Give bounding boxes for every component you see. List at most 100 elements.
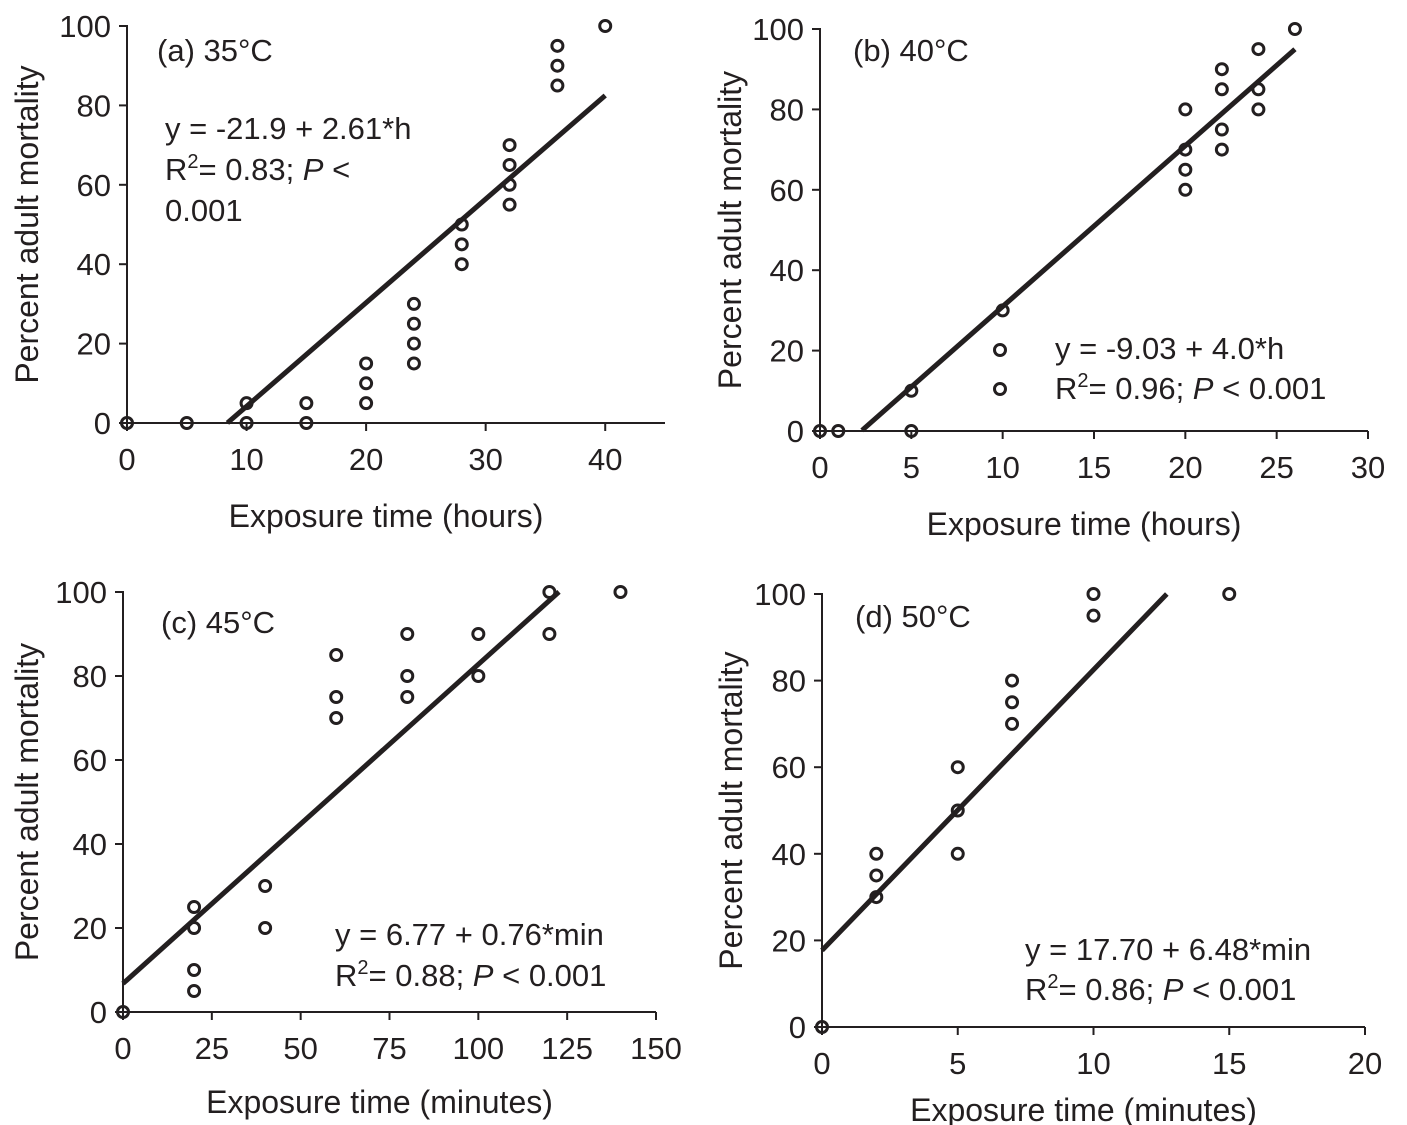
x-tick-label: 150 [630,1031,682,1066]
y-tick-label: 80 [73,659,107,694]
regression-stats: R2= 0.88; P < 0.001 [335,957,606,993]
regression-line [820,592,1169,953]
data-point [116,1005,130,1019]
y-tick-label: 20 [772,923,806,958]
data-point [1251,82,1266,97]
y-tick-label: 100 [752,12,804,47]
y-tick-label: 0 [787,414,804,449]
x-tick-label: 10 [985,450,1019,485]
regression-pvalue: 0.001 [165,193,243,228]
y-tick-label: 20 [73,911,107,946]
data-point [329,648,344,662]
x-tick-label: 0 [114,1031,131,1066]
y-tick-label: 0 [789,1010,806,1045]
data-point [550,58,565,73]
data-point [406,296,421,311]
x-axis-label: Exposure time (minutes) [206,1084,553,1120]
data-point [950,846,965,861]
panel-c: 0 20 40 60 80 100 0 25 50 75 100 125 150 Exposure tim… [9,575,682,1120]
panel-title: (c) 45°C [161,605,275,640]
panel-title: (d) 50°C [855,599,971,634]
data-point [406,356,421,371]
x-tick-label: 100 [452,1031,504,1066]
data-point [542,585,557,599]
panel-a: 0 20 40 60 80 100 0 10 20 30 40 Exposure time (hour… [9,9,1007,534]
data-point [1214,82,1229,97]
x-tick-label: 5 [903,450,920,485]
data-point [1086,608,1101,623]
data-point [1214,62,1229,77]
y-tick-label: 40 [77,247,111,282]
data-point [471,669,486,683]
data-point [1214,142,1229,157]
data-point [1005,673,1020,688]
regression-equation: y = -21.9 + 2.61*h [165,111,411,146]
data-point [831,424,846,438]
data-point [904,424,919,438]
data-point [406,336,421,351]
regression-stats: R2= 0.83; P < [165,151,350,187]
panel-b: 0 20 40 60 80 100 0 5 10 15 20 25 30 Exposure time (h… [712,12,1385,542]
data-point [869,846,884,861]
y-tick-label: 0 [94,406,111,441]
y-tick-label: 100 [754,577,806,612]
x-tick-label: 10 [229,442,263,477]
data-point [950,760,965,775]
x-tick-label: 20 [1348,1046,1382,1081]
x-axis-label: Exposure time (minutes) [910,1092,1257,1125]
data-point [869,890,884,905]
y-tick-label: 40 [772,837,806,872]
data-point [258,879,273,893]
regression-stats: R2= 0.96; P < 0.001 [1055,370,1326,406]
data-point [550,78,565,93]
data-point [1005,716,1020,731]
data-point [550,38,565,53]
data-point [239,416,254,430]
x-tick-label: 15 [1077,450,1111,485]
panel-title: (b) 40°C [853,33,969,68]
y-tick-label: 80 [770,92,804,127]
panel-title: (a) 35°C [157,33,273,68]
data-point [299,396,314,411]
data-point [1287,22,1302,36]
regression-equation: y = -9.03 + 4.0*h [1055,331,1284,366]
panel-d: 0 20 40 60 80 100 0 5 10 15 20 Exposure time (minut… [713,577,1382,1125]
x-axis-label: Exposure time (hours) [927,506,1242,542]
data-point [1214,122,1229,137]
y-tick-label: 20 [770,334,804,369]
data-point [1005,695,1020,710]
x-tick-label: 15 [1212,1046,1246,1081]
regression-line [121,590,561,986]
x-tick-label: 5 [949,1046,966,1081]
data-point [815,1020,829,1034]
data-point [502,197,517,212]
x-tick-label: 0 [813,1046,830,1081]
data-point [400,669,415,683]
data-point [502,138,517,153]
y-tick-label: 60 [770,173,804,208]
data-point [179,416,194,430]
data-point [502,177,517,192]
data-point [1222,587,1237,601]
regression-line [225,93,607,425]
data-point [813,424,827,438]
y-tick-label: 20 [77,327,111,362]
y-tick-label: 100 [55,575,107,610]
x-tick-label: 25 [1259,450,1293,485]
data-point [542,627,557,641]
data-point [1178,102,1193,117]
data-point [995,303,1010,318]
x-tick-label: 30 [1351,450,1385,485]
data-point [187,984,202,998]
data-point [359,396,374,411]
x-tick-label: 10 [1076,1046,1110,1081]
data-point [258,921,273,935]
regression-equation: y = 17.70 + 6.48*min [1025,932,1311,967]
y-tick-label: 0 [90,995,107,1030]
y-axis-label: Percent adult mortality [9,643,45,961]
legend-marker [993,382,1007,396]
regression-stats: R2= 0.86; P < 0.001 [1025,971,1296,1007]
data-point [187,921,202,935]
y-axis-label: Percent adult mortality [712,71,748,389]
data-point [329,690,344,704]
